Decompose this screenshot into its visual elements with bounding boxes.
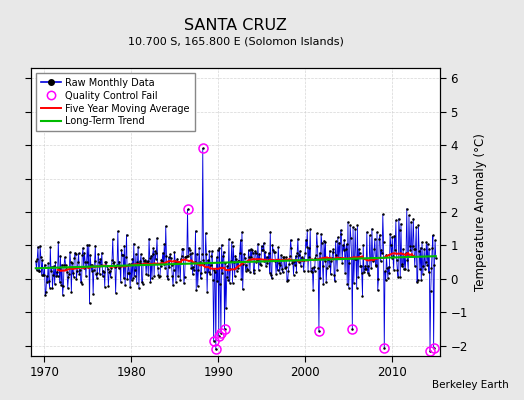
Legend: Raw Monthly Data, Quality Control Fail, Five Year Moving Average, Long-Term Tren: Raw Monthly Data, Quality Control Fail, … bbox=[36, 73, 195, 131]
Y-axis label: Temperature Anomaly (°C): Temperature Anomaly (°C) bbox=[474, 133, 486, 291]
Text: SANTA CRUZ: SANTA CRUZ bbox=[184, 18, 287, 34]
Text: 10.700 S, 165.800 E (Solomon Islands): 10.700 S, 165.800 E (Solomon Islands) bbox=[128, 37, 344, 47]
Text: Berkeley Earth: Berkeley Earth bbox=[432, 380, 508, 390]
